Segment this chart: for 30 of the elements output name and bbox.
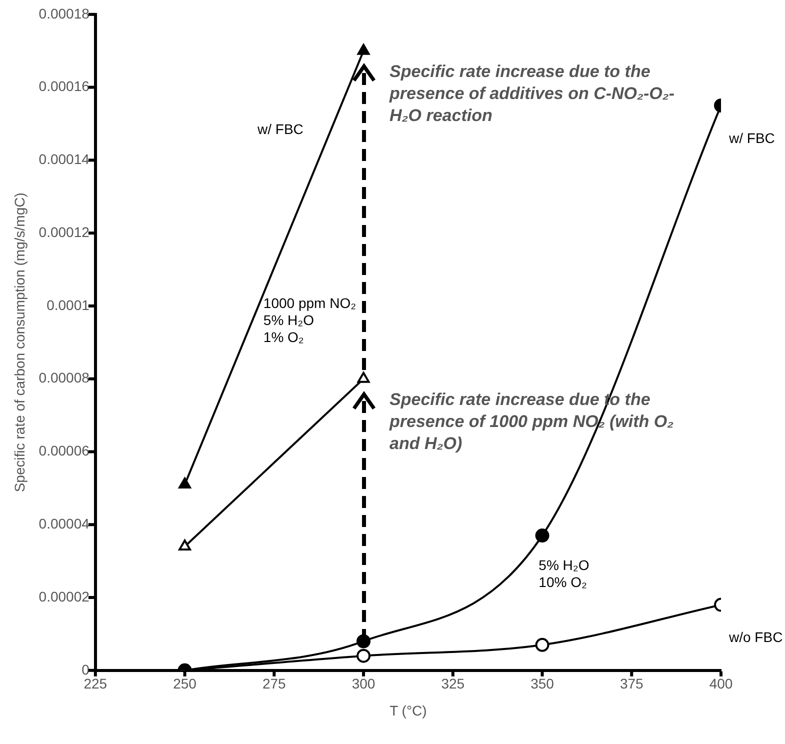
y-axis-title: Specific rate of carbon consumption (mg/s/mgC) [11, 192, 28, 492]
series-label: w/ FBC [258, 120, 304, 138]
y-tick-label: 0.00006 [38, 442, 90, 459]
x-tick-label: 375 [620, 676, 644, 692]
y-tick-label: 0 [82, 661, 90, 678]
point [356, 634, 371, 648]
y-tick-label: 0.0001 [46, 296, 90, 313]
point [356, 648, 371, 663]
y-tick-label: 0.00014 [38, 151, 90, 168]
series-label: w/o FBC [729, 628, 783, 646]
y-tick-label: 0.00008 [38, 370, 90, 386]
y-tick-label: 0.00012 [38, 224, 90, 240]
y-tick-label: 0.00016 [38, 78, 90, 94]
annotation: 1000 ppm NO₂ 5% H₂O 1% O₂ [263, 295, 356, 346]
series-label: w/ FBC [729, 130, 775, 146]
x-tick-label: 250 [173, 676, 197, 692]
y-tick-label: 0.00002 [38, 588, 90, 604]
x-tick-label: 325 [441, 676, 465, 692]
annotation: 5% H₂O 10% O₂ [538, 557, 590, 592]
x-tick-label: 225 [84, 676, 108, 692]
y-tick-label: 0.00018 [38, 5, 90, 22]
annotation: Specific rate increase due to the presence of additives on C-NO₂-O₂-H₂O reaction [390, 60, 676, 127]
x-tick-label: 275 [262, 676, 286, 692]
y-tick-label: 0.00004 [38, 515, 90, 532]
x-tick-label: 350 [530, 676, 554, 692]
point [535, 528, 550, 543]
x-axis-title: T (°C) [390, 702, 427, 718]
x-tick-label: 400 [709, 676, 733, 692]
point [535, 638, 550, 652]
x-tick-label: 300 [352, 676, 376, 692]
